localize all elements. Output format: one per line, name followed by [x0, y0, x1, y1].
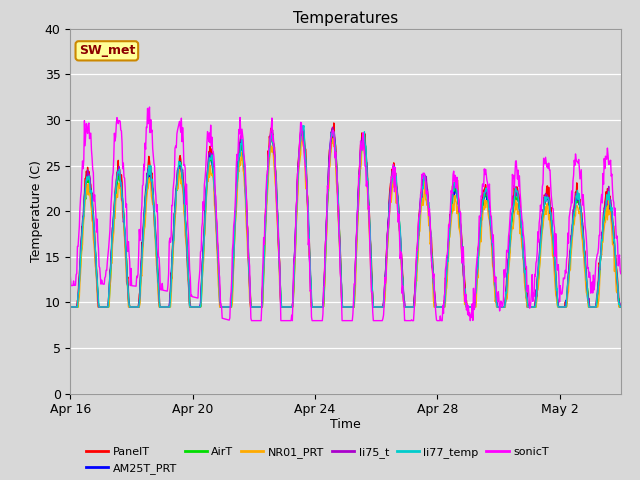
NR01_PRT [296, 156, 304, 161]
sonicT [617, 271, 625, 276]
Legend: PanelT, AM25T_PRT, AirT, NR01_PRT, li75_t, li77_temp, sonicT: PanelT, AM25T_PRT, AirT, NR01_PRT, li75_… [81, 443, 553, 478]
AirT [379, 304, 387, 310]
li77_temp [512, 185, 520, 191]
AM25T_PRT [379, 304, 387, 310]
li77_temp [617, 304, 625, 310]
NR01_PRT [267, 143, 275, 149]
AM25T_PRT [267, 131, 275, 137]
PanelT [617, 304, 625, 310]
NR01_PRT [617, 304, 625, 310]
AirT [512, 197, 520, 203]
AM25T_PRT [299, 125, 307, 131]
AM25T_PRT [512, 190, 520, 195]
Line: AM25T_PRT: AM25T_PRT [70, 128, 621, 307]
AM25T_PRT [196, 304, 204, 310]
sonicT [268, 115, 276, 121]
NR01_PRT [298, 134, 306, 140]
sonicT [513, 158, 520, 164]
sonicT [380, 312, 387, 318]
Line: li77_temp: li77_temp [70, 126, 621, 307]
li75_t [379, 304, 387, 310]
NR01_PRT [67, 304, 74, 310]
li75_t [86, 176, 94, 181]
Text: SW_met: SW_met [79, 44, 135, 57]
Line: PanelT: PanelT [70, 123, 621, 307]
li75_t [67, 304, 74, 310]
NR01_PRT [379, 304, 387, 310]
li77_temp [296, 139, 304, 144]
sonicT [196, 249, 204, 255]
Line: sonicT: sonicT [70, 107, 621, 321]
li77_temp [86, 190, 94, 195]
PanelT [267, 127, 275, 132]
AM25T_PRT [86, 186, 94, 192]
li75_t [296, 133, 304, 139]
li77_temp [298, 123, 306, 129]
AirT [617, 304, 625, 310]
li77_temp [196, 304, 204, 310]
sonicT [248, 318, 255, 324]
AM25T_PRT [67, 304, 74, 310]
AirT [296, 145, 304, 151]
PanelT [67, 304, 74, 310]
li75_t [329, 124, 337, 130]
AM25T_PRT [617, 304, 625, 310]
li75_t [196, 304, 204, 310]
sonicT [298, 120, 305, 126]
PanelT [512, 189, 520, 195]
AirT [86, 186, 94, 192]
AirT [267, 139, 275, 145]
Line: li75_t: li75_t [70, 127, 621, 307]
AirT [196, 304, 204, 310]
PanelT [379, 304, 387, 310]
sonicT [146, 104, 154, 110]
li77_temp [267, 134, 275, 140]
li77_temp [379, 304, 387, 310]
AirT [299, 127, 307, 132]
PanelT [86, 180, 94, 186]
AirT [67, 304, 74, 310]
NR01_PRT [512, 197, 520, 203]
Title: Temperatures: Temperatures [293, 11, 398, 26]
li75_t [512, 184, 520, 190]
li75_t [617, 304, 625, 310]
Y-axis label: Temperature (C): Temperature (C) [31, 160, 44, 262]
li75_t [267, 136, 275, 142]
AM25T_PRT [296, 141, 304, 146]
PanelT [296, 135, 304, 141]
Line: NR01_PRT: NR01_PRT [70, 137, 621, 307]
Line: AirT: AirT [70, 130, 621, 307]
li77_temp [67, 304, 74, 310]
sonicT [86, 131, 94, 136]
X-axis label: Time: Time [330, 418, 361, 431]
sonicT [67, 274, 74, 280]
PanelT [330, 120, 338, 126]
NR01_PRT [86, 194, 94, 200]
NR01_PRT [196, 304, 204, 310]
PanelT [196, 304, 204, 310]
